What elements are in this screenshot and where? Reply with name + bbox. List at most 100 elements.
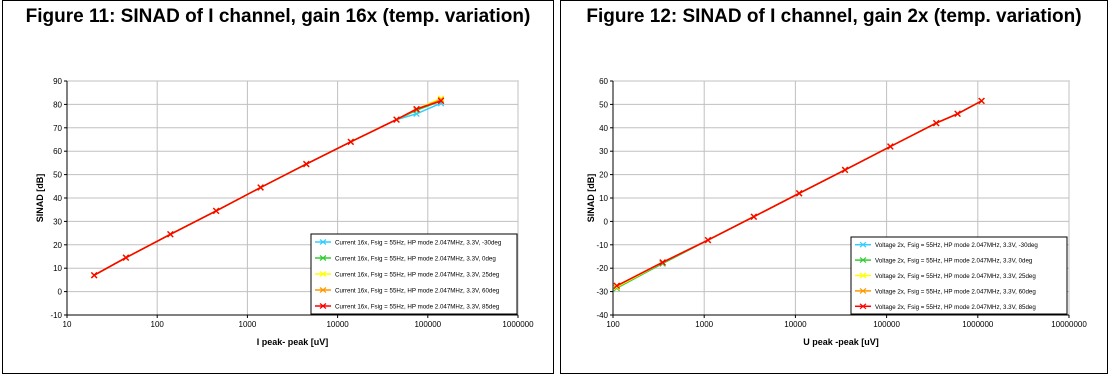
legend-entry: Voltage 2x, Fsig = 55Hz, HP mode 2.047MH… [875, 273, 1036, 280]
x-tick-label: 10000000 [1051, 320, 1087, 329]
legend-marker [319, 255, 327, 261]
legend-entry: Voltage 2x, Fsig = 55Hz, HP mode 2.047MH… [875, 258, 1033, 265]
series-line [616, 100, 982, 287]
y-tick-label: 30 [599, 147, 608, 156]
x-tick-label: 100 [151, 320, 165, 329]
legend-box [310, 233, 518, 315]
y-tick-label: 60 [599, 77, 608, 86]
data-point [257, 184, 264, 191]
y-tick-label: 0 [58, 288, 63, 297]
legend-entry: Current 16x, Fsig = 55Hz, HP mode 2.047M… [335, 288, 500, 295]
y-tick-label: 30 [53, 217, 62, 226]
x-tick-label: 1000 [695, 320, 713, 329]
x-tick-label: 10000 [326, 320, 349, 329]
x-tick-label: 100 [606, 320, 620, 329]
figure-panel-1: Figure 11: SINAD of I channel, gain 16x … [2, 0, 554, 374]
data-point [90, 271, 98, 279]
data-point [659, 259, 666, 266]
legend-marker [859, 241, 867, 248]
data-point [413, 105, 420, 113]
x-axis-label: U peak -peak [uV] [803, 337, 879, 347]
legend-entry: Current 16x, Fsig = 55Hz, HP mode 2.047M… [335, 304, 500, 311]
legend: Current 16x, Fsig = 55Hz, HP mode 2.047M… [310, 233, 518, 315]
data-point [347, 138, 355, 146]
series-line [93, 100, 442, 276]
legend-entry: Voltage 2x, Fsig = 55Hz, HP mode 2.047MH… [875, 304, 1036, 311]
data-point-stroke [750, 213, 758, 220]
data-point-stroke [932, 119, 940, 127]
y-tick-label: 20 [53, 241, 62, 250]
data-point [887, 143, 894, 150]
y-tick-label: -10 [50, 311, 62, 320]
y-axis-label: SINAD [dB] [35, 174, 45, 223]
legend-box [850, 236, 1068, 315]
legend: Voltage 2x, Fsig = 55Hz, HP mode 2.047MH… [850, 236, 1068, 315]
y-tick-label: 70 [53, 124, 62, 133]
y-tick-label: 20 [599, 171, 608, 180]
data-point-stroke [437, 97, 445, 105]
data-point-stroke [613, 282, 621, 290]
y-tick-label: 0 [604, 217, 609, 226]
legend-marker [859, 257, 867, 264]
data-point-stroke [90, 271, 98, 279]
sinad-chart-gain-16x: -10 0 10 20 30 40 50 60 70 80 90 10 100 1000 10000 1000… [35, 77, 534, 347]
data-point-stroke [978, 97, 985, 105]
data-point [954, 110, 961, 118]
y-tick-label: 40 [53, 194, 62, 203]
legend-marker [859, 287, 867, 294]
x-tick-label: 1000000 [962, 320, 994, 329]
x-tick-label: 10 [63, 320, 72, 329]
legend-marker [319, 303, 327, 309]
data-point [704, 236, 712, 244]
y-tick-label: 10 [53, 264, 62, 273]
x-tick-label: 100000 [414, 320, 441, 329]
y-tick-label: -40 [596, 311, 608, 320]
data-point [303, 160, 310, 168]
data-point [841, 166, 849, 174]
data-point [613, 282, 621, 290]
x-tick-label: 1000000 [502, 320, 534, 329]
legend-entry: Voltage 2x, Fsig = 55Hz, HP mode 2.047MH… [875, 288, 1036, 295]
data-point [393, 116, 400, 123]
legend-marker [319, 287, 327, 293]
legend-marker [859, 272, 867, 279]
legend-marker [859, 303, 867, 310]
data-point-stroke [659, 259, 666, 266]
data-point [978, 97, 985, 105]
data-point [750, 213, 758, 220]
data-point-stroke [167, 231, 174, 238]
legend-entry: Current 16x, Fsig = 55Hz, HP mode 2.047M… [335, 272, 500, 279]
y-tick-label: 60 [53, 147, 62, 156]
data-point-stroke [393, 116, 400, 123]
data-point-stroke [954, 110, 961, 118]
y-axis-label: SINAD [dB] [586, 174, 596, 223]
data-point-stroke [257, 184, 264, 191]
data-point [167, 231, 174, 238]
data-point-stroke [704, 236, 712, 244]
data-point-stroke [122, 254, 130, 261]
data-point [122, 254, 130, 261]
legend-marker [319, 239, 327, 245]
data-point [212, 207, 220, 215]
legend-entry: Current 16x, Fsig = 55Hz, HP mode 2.047M… [335, 240, 502, 247]
figure-title: Figure 11: SINAD of I channel, gain 16x … [25, 6, 531, 27]
y-tick-label: 40 [599, 124, 608, 133]
legend-entry: Current 16x, Fsig = 55Hz, HP mode 2.047M… [335, 256, 496, 263]
y-tick-label: 50 [53, 171, 62, 180]
data-point-stroke [795, 190, 803, 197]
y-tick-label: 10 [599, 194, 608, 203]
legend-entry: Voltage 2x, Fsig = 55Hz, HP mode 2.047MH… [875, 242, 1038, 249]
data-point-stroke [303, 160, 310, 168]
y-tick-label: -10 [596, 241, 608, 250]
y-tick-label: 90 [53, 77, 62, 86]
sinad-chart-gain-2x: -40 -30 -20 -10 0 10 20 30 40 50 60 100 1000 10000 100… [586, 77, 1087, 347]
y-tick-label: 50 [599, 100, 608, 109]
x-tick-label: 10000 [784, 320, 807, 329]
data-point-stroke [413, 105, 420, 113]
y-tick-label: 80 [53, 100, 62, 109]
x-tick-label: 1000 [239, 320, 257, 329]
x-axis-label: I peak- peak [uV] [257, 337, 329, 347]
data-point-stroke [841, 166, 849, 174]
data-point [932, 119, 940, 127]
data-point [795, 190, 803, 197]
